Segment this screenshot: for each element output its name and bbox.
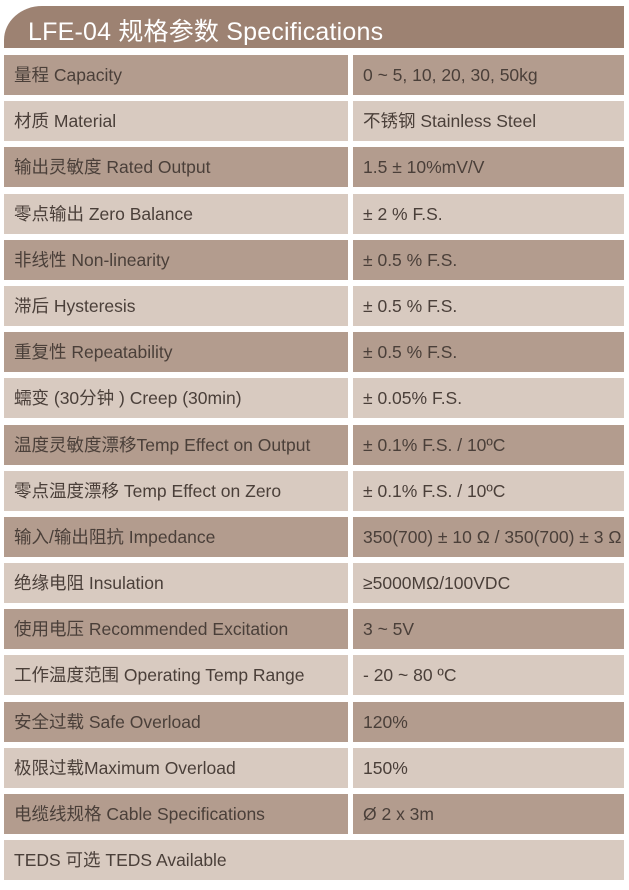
spec-label: 材质 Material [4,101,348,142]
spec-value: 350(700) ± 10 Ω / 350(700) ± 3 Ω [353,516,624,557]
spec-label: 量程 Capacity [4,55,348,95]
spec-label: 非线性 Non-linearity [4,239,348,280]
table-row: 极限过载Maximum Overload 150% [4,747,624,788]
spec-value: ± 0.05% F.S. [353,378,624,419]
spec-label: 零点输出 Zero Balance [4,193,348,234]
spec-value: ± 2 % F.S. [353,193,624,234]
spec-value: 150% [353,747,624,788]
spec-table: 量程 Capacity 0 ~ 5, 10, 20, 30, 50kg 材质 Mat… [4,55,624,886]
table-row: 零点温度漂移 Temp Effect on Zero ± 0.1% F.S. / … [4,470,624,511]
table-row: 绝缘电阻 Insulation ≥5000MΩ/100VDC [4,563,624,604]
table-row: 电缆线规格 Cable Specifications Ø 2 x 3m [4,794,624,834]
spec-value: ± 0.1% F.S. / 10ºC [353,470,624,511]
spec-value: - 20 ~ 80 ºC [353,655,624,696]
table-row: 输出灵敏度 Rated Output 1.5 ± 10%mV/V [4,147,624,188]
spec-value: ± 0.5 % F.S. [353,285,624,326]
spec-label: 零点温度漂移 Temp Effect on Zero [4,470,348,511]
spec-label: 工作温度范围 Operating Temp Range [4,655,348,696]
spec-header: LFE-04 规格参数 Specifications [4,6,624,48]
spec-label: 绝缘电阻 Insulation [4,563,348,604]
spec-value: ± 0.5 % F.S. [353,332,624,373]
teds-label: TEDS 可选 TEDS Available [4,840,624,881]
table-row: 材质 Material 不锈钢 Stainless Steel [4,101,624,142]
spec-label: 滞后 Hysteresis [4,285,348,326]
spec-label: 温度灵敏度漂移Temp Effect on Output [4,424,348,465]
spec-label: 重复性 Repeatability [4,332,348,373]
page-title: LFE-04 规格参数 Specifications [28,18,384,46]
table-row: 安全过载 Safe Overload 120% [4,701,624,742]
spec-value: ± 0.1% F.S. / 10ºC [353,424,624,465]
spec-label: 输出灵敏度 Rated Output [4,147,348,188]
table-row: 输入/输出阻抗 Impedance 350(700) ± 10 Ω / 350(7… [4,516,624,557]
table-row: 量程 Capacity 0 ~ 5, 10, 20, 30, 50kg [4,55,624,95]
spec-label: 蠕变 (30分钟 ) Creep (30min) [4,378,348,419]
spec-label: 输入/输出阻抗 Impedance [4,516,348,557]
table-row: 重复性 Repeatability ± 0.5 % F.S. [4,332,624,373]
spec-value: 3 ~ 5V [353,609,624,650]
spec-value: Ø 2 x 3m [353,794,624,834]
spec-value: ± 0.5 % F.S. [353,239,624,280]
table-row: 蠕变 (30分钟 ) Creep (30min) ± 0.05% F.S. [4,378,624,419]
spec-value: ≥5000MΩ/100VDC [353,563,624,604]
spec-label: 极限过载Maximum Overload [4,747,348,788]
spec-value: 不锈钢 Stainless Steel [353,101,624,142]
table-row: 工作温度范围 Operating Temp Range - 20 ~ 80 ºC [4,655,624,696]
spec-value: 0 ~ 5, 10, 20, 30, 50kg [353,55,624,95]
table-row: 滞后 Hysteresis ± 0.5 % F.S. [4,285,624,326]
table-row-teds: TEDS 可选 TEDS Available [4,840,624,881]
table-row: 温度灵敏度漂移Temp Effect on Output ± 0.1% F.S. … [4,424,624,465]
table-row: 使用电压 Recommended Excitation 3 ~ 5V [4,609,624,650]
spec-label: 电缆线规格 Cable Specifications [4,794,348,834]
spec-label: 安全过载 Safe Overload [4,701,348,742]
spec-value: 120% [353,701,624,742]
spec-label: 使用电压 Recommended Excitation [4,609,348,650]
table-row: 非线性 Non-linearity ± 0.5 % F.S. [4,239,624,280]
table-row: 零点输出 Zero Balance ± 2 % F.S. [4,193,624,234]
spec-value: 1.5 ± 10%mV/V [353,147,624,188]
